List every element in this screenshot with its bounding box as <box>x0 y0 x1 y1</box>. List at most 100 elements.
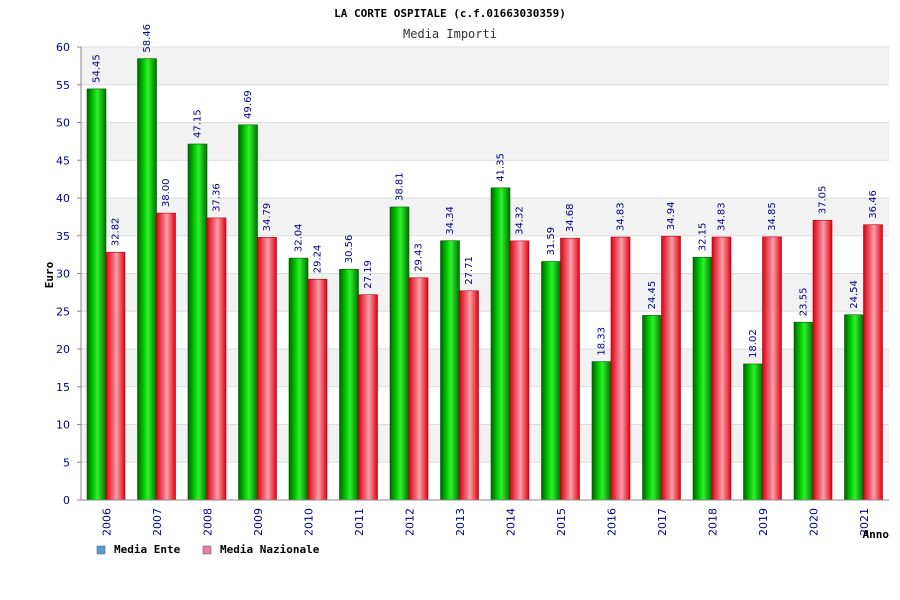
bar-media-ente <box>541 261 561 501</box>
y-tick-label: 30 <box>56 268 70 281</box>
plot-band <box>81 160 889 198</box>
bar-media-ente <box>187 143 208 501</box>
bar-media-nazionale <box>812 219 833 501</box>
data-label: 34.94 <box>666 202 677 231</box>
data-label: 49.69 <box>243 90 254 119</box>
x-tick-label: 2018 <box>706 508 719 536</box>
data-label: 36.46 <box>868 190 879 219</box>
bar-media-nazionale <box>408 277 429 501</box>
x-tick-label: 2007 <box>151 508 164 536</box>
data-label: 24.54 <box>849 280 860 309</box>
y-tick-label: 0 <box>63 494 70 507</box>
data-label: 34.34 <box>445 206 456 235</box>
data-label: 34.79 <box>262 203 273 232</box>
legend-swatch-media-ente <box>96 545 106 555</box>
data-label: 47.15 <box>193 109 204 138</box>
y-tick-label: 40 <box>56 192 70 205</box>
bar-media-nazionale <box>156 212 176 501</box>
data-label: 37.36 <box>212 183 223 212</box>
plot-band <box>81 47 889 85</box>
y-tick-label: 20 <box>56 343 70 356</box>
bar-media-nazionale <box>560 237 580 501</box>
bar-media-ente <box>490 187 511 501</box>
x-tick-label: 2015 <box>555 508 568 536</box>
data-label: 27.19 <box>363 260 374 289</box>
bar-media-nazionale <box>610 236 631 501</box>
data-label: 32.82 <box>111 218 122 247</box>
bar-media-nazionale <box>206 217 227 501</box>
bar-media-ente <box>793 321 814 501</box>
legend-label-media-nazionale: Media Nazionale <box>220 543 320 556</box>
y-tick-label: 50 <box>56 117 70 130</box>
x-tick-label: 2014 <box>504 508 517 536</box>
x-tick-label: 2016 <box>605 508 618 536</box>
bar-media-nazionale <box>459 290 479 501</box>
bar-media-ente <box>238 124 258 501</box>
data-labels: 54.45 58.46 47.15 49.69 32.04 30.56 38.81 34.34… <box>92 24 880 358</box>
data-label: 29.43 <box>414 243 425 272</box>
x-tick-label: 2011 <box>353 508 366 536</box>
bar-media-ente <box>440 240 460 501</box>
data-label: 34.68 <box>565 204 576 233</box>
bar-media-nazionale <box>105 251 126 501</box>
data-label: 38.00 <box>161 178 172 207</box>
y-axis-ticks: 0 5 10 15 20 25 30 35 40 45 50 55 60 <box>56 41 81 507</box>
data-label: 38.81 <box>395 172 406 201</box>
x-axis-title: Anno <box>863 528 890 541</box>
data-label: 29.24 <box>313 245 324 274</box>
y-tick-label: 60 <box>56 41 70 54</box>
data-label: 34.32 <box>515 206 526 235</box>
x-tick-label: 2008 <box>201 508 214 536</box>
x-tick-label: 2021 <box>858 508 871 536</box>
legend: Media Ente Media Nazionale <box>96 543 320 556</box>
bar-media-nazionale <box>509 240 530 501</box>
y-tick-label: 25 <box>56 305 70 318</box>
y-tick-label: 15 <box>56 381 70 394</box>
bar-media-nazionale <box>863 224 883 501</box>
data-label: 34.83 <box>717 202 728 231</box>
x-tick-label: 2013 <box>454 508 467 536</box>
data-label: 58.46 <box>142 24 153 53</box>
y-tick-label: 55 <box>56 79 70 92</box>
bar-media-ente <box>288 257 309 501</box>
data-label: 34.85 <box>767 202 778 231</box>
bar-media-ente <box>591 361 612 501</box>
plot-band <box>81 84 889 123</box>
bar-media-nazionale <box>257 237 277 501</box>
data-label: 54.45 <box>92 54 103 83</box>
bar-media-nazionale <box>762 236 782 501</box>
plot-band <box>81 122 889 161</box>
bar-media-ente <box>137 58 157 501</box>
x-tick-label: 2010 <box>302 508 315 536</box>
y-tick-label: 35 <box>56 230 70 243</box>
data-label: 27.71 <box>464 256 475 285</box>
bar-media-ente <box>339 268 359 501</box>
bar-media-nazionale <box>661 235 681 501</box>
data-label: 18.33 <box>597 327 608 356</box>
bar-media-nazionale <box>358 294 378 501</box>
data-label: 32.15 <box>698 223 709 252</box>
y-tick-label: 5 <box>63 456 70 469</box>
data-label: 41.35 <box>496 153 507 182</box>
x-tick-label: 2017 <box>656 508 669 536</box>
x-tick-label: 2009 <box>252 508 265 536</box>
y-tick-label: 45 <box>56 154 70 167</box>
x-axis-ticks: 2006 2007 2008 2009 2010 2011 2012 2013 2014 2015… <box>100 508 871 536</box>
x-tick-label: 2020 <box>807 508 820 536</box>
bar-media-nazionale <box>307 278 328 501</box>
chart-subtitle: Media Importi <box>403 27 497 41</box>
bar-media-ente <box>86 88 107 501</box>
bar-media-nazionale <box>711 236 732 501</box>
chart-title: LA CORTE OSPITALE (c.f.01663030359) <box>334 7 566 20</box>
x-tick-label: 2006 <box>100 508 113 536</box>
bar-media-ente <box>743 363 763 501</box>
bar-media-ente <box>642 315 662 501</box>
data-label: 18.02 <box>748 329 759 358</box>
legend-swatch-media-nazionale <box>202 545 212 555</box>
data-label: 31.59 <box>546 227 557 256</box>
y-axis-title: Euro <box>43 261 56 288</box>
data-label: 32.04 <box>294 223 305 252</box>
data-label: 24.45 <box>647 281 658 310</box>
data-label: 30.56 <box>344 235 355 264</box>
